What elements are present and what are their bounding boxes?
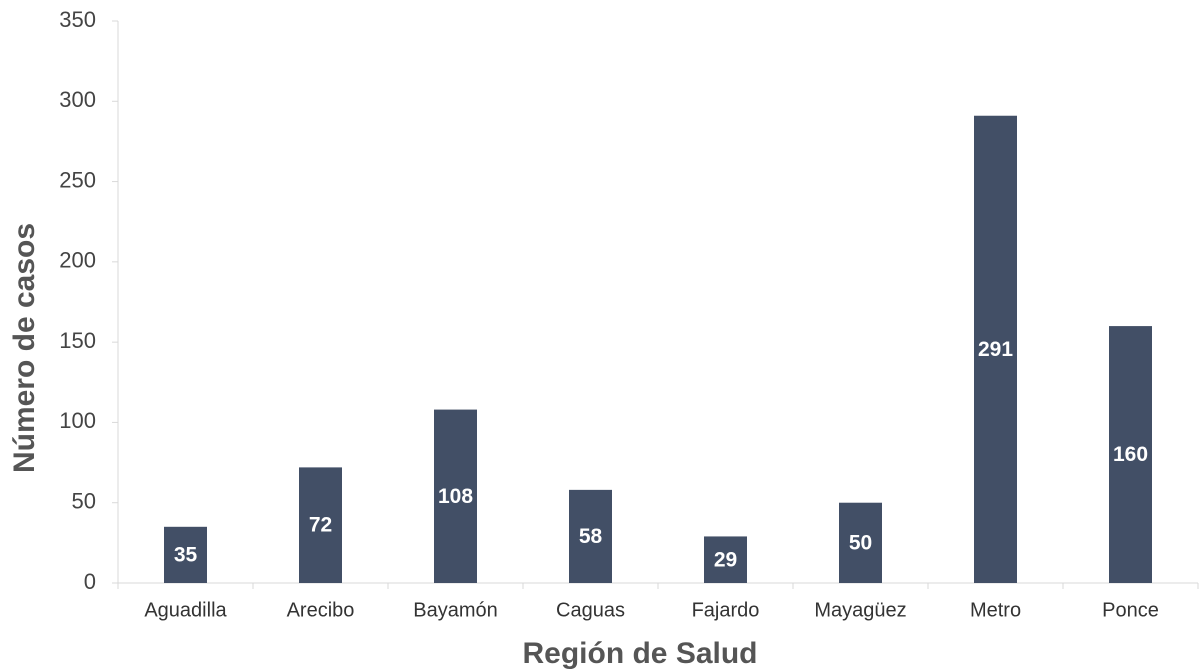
data-label: 160 <box>1113 443 1148 466</box>
bar <box>1109 326 1152 583</box>
y-axis-title: Número de casos <box>8 223 41 473</box>
data-label: 29 <box>714 548 737 571</box>
y-tick-label: 150 <box>59 328 96 353</box>
bar <box>839 502 882 583</box>
data-label: 291 <box>978 338 1013 361</box>
data-label: 108 <box>438 485 473 508</box>
y-tick-label: 300 <box>59 87 96 112</box>
x-tick-label: Metro <box>970 599 1021 621</box>
y-tick-label: 100 <box>59 408 96 433</box>
x-tick-label: Fajardo <box>692 599 760 621</box>
bar <box>434 409 477 583</box>
bar <box>569 489 612 583</box>
data-label: 50 <box>849 531 872 554</box>
y-tick-label: 350 <box>59 7 96 32</box>
y-tick-label: 200 <box>59 248 96 273</box>
data-label: 72 <box>309 514 332 537</box>
bar <box>164 526 207 583</box>
x-tick-label: Caguas <box>556 599 625 621</box>
data-label: 35 <box>174 543 198 566</box>
x-axis-title: Región de Salud <box>522 637 757 670</box>
y-tick-label: 0 <box>84 569 96 594</box>
x-tick-label: Ponce <box>1102 599 1159 621</box>
y-tick-label: 250 <box>59 167 96 192</box>
x-tick-label: Mayagüez <box>814 599 906 621</box>
bar <box>704 536 747 583</box>
bar <box>299 467 342 583</box>
x-tick-label: Bayamón <box>413 599 498 621</box>
bar <box>974 115 1017 583</box>
y-tick-label: 50 <box>72 489 96 514</box>
x-tick-label: Arecibo <box>287 599 355 621</box>
data-label: 58 <box>579 525 603 548</box>
x-tick-label: Aguadilla <box>144 599 227 621</box>
